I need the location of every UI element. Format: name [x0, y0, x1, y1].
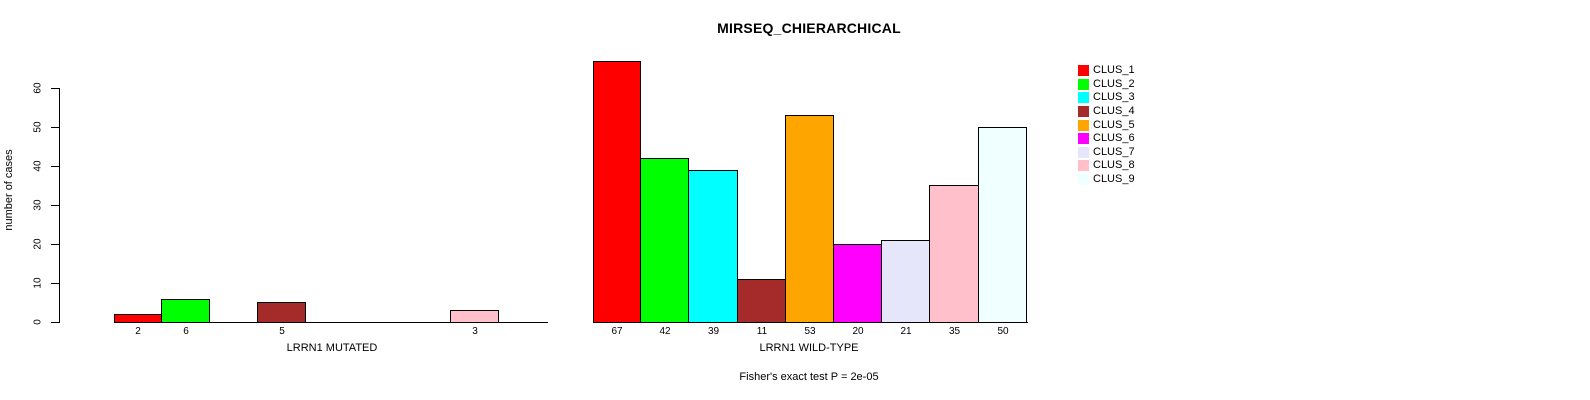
legend-label: CLUS_9: [1093, 173, 1135, 186]
legend-swatch-clus_9: [1078, 174, 1089, 186]
x-axis-label-wild-type: LRRN1 WILD-TYPE: [759, 342, 859, 354]
legend-item: CLUS_9: [1078, 173, 1135, 187]
y-axis-label: number of cases: [3, 149, 15, 231]
fisher-test-annotation: Fisher's exact test P = 2e-05: [739, 371, 879, 383]
bar-value-label: 6: [183, 326, 189, 337]
panel-lrrn1-wild-type: 67 42 39 11 53 20 21 35 50: [593, 0, 1028, 400]
legend-swatch-clus_1: [1078, 65, 1089, 77]
bar-clus_2: [161, 299, 210, 322]
legend-item: CLUS_8: [1078, 159, 1135, 173]
bar-clus_4: [737, 279, 786, 322]
legend-label: CLUS_7: [1093, 145, 1135, 158]
y-tick-label: 20: [32, 238, 44, 250]
bar-value-label: 67: [611, 326, 623, 337]
legend-item: CLUS_4: [1078, 105, 1135, 119]
y-tick-label: 50: [32, 121, 44, 133]
y-tick-label: 60: [32, 82, 44, 94]
bar-clus_7: [881, 240, 930, 322]
legend-item: CLUS_6: [1078, 132, 1135, 146]
bar-clus_3: [688, 170, 738, 322]
x-axis-baseline: [114, 322, 548, 323]
bar-value-label: 35: [948, 326, 961, 337]
bar-value-label: 2: [135, 326, 141, 337]
x-axis-label-mutated: LRRN1 MUTATED: [286, 342, 378, 354]
legend-item: CLUS_1: [1078, 64, 1135, 78]
legend-swatch-clus_8: [1078, 160, 1089, 172]
bar-clus_5: [785, 115, 834, 322]
bar-value-label: 50: [997, 326, 1009, 337]
legend-item: CLUS_7: [1078, 146, 1135, 160]
y-axis-tick: [51, 322, 59, 323]
bar-value-label: 39: [707, 326, 720, 337]
bar-clus_1: [114, 314, 162, 322]
bar-clus_8: [450, 310, 499, 322]
bar-value-label: 53: [804, 326, 816, 337]
legend-label: CLUS_6: [1093, 132, 1135, 145]
legend-swatch-clus_4: [1078, 106, 1089, 118]
bar-value-label: 21: [900, 326, 912, 337]
bar-value-label: 11: [756, 326, 768, 337]
legend-item: CLUS_3: [1078, 91, 1135, 105]
legend-label: CLUS_1: [1093, 64, 1135, 77]
bar-clus_6: [833, 244, 882, 322]
legend-swatch-clus_7: [1078, 146, 1089, 158]
bar-value-label: 3: [472, 326, 478, 337]
legend-label: CLUS_2: [1093, 77, 1135, 90]
bar-clus_8: [929, 185, 979, 322]
legend: CLUS_1 CLUS_2 CLUS_3 CLUS_4 CLUS_5 CLUS_6 CLUS…: [1078, 64, 1135, 186]
y-axis-line: [59, 88, 60, 323]
legend-swatch-clus_3: [1078, 92, 1089, 104]
y-axis-tick: [51, 205, 59, 206]
legend-swatch-clus_5: [1078, 119, 1089, 131]
legend-item: CLUS_2: [1078, 78, 1135, 92]
legend-label: CLUS_4: [1093, 105, 1135, 118]
y-tick-label: 30: [32, 199, 44, 211]
y-axis-tick: [51, 283, 59, 284]
bar-clus_4: [257, 302, 306, 322]
y-tick-label: 40: [32, 160, 44, 172]
legend-label: CLUS_8: [1093, 159, 1135, 172]
y-axis-tick: [51, 244, 59, 245]
bar-value-label: 42: [659, 326, 671, 337]
legend-label: CLUS_5: [1093, 118, 1135, 131]
legend-item: CLUS_5: [1078, 118, 1135, 132]
bar-clus_1: [593, 61, 641, 322]
y-tick-label: 10: [32, 277, 44, 289]
legend-swatch-clus_6: [1078, 133, 1089, 145]
bar-value-label: 5: [279, 326, 285, 337]
y-axis-tick: [51, 127, 59, 128]
y-axis-tick: [51, 166, 59, 167]
legend-label: CLUS_3: [1093, 91, 1135, 104]
chart-title: MIRSEQ_CHIERARCHICAL: [717, 20, 901, 36]
legend-swatch-clus_2: [1078, 78, 1089, 90]
bar-clus_9: [978, 127, 1027, 322]
y-axis-tick: [51, 88, 59, 89]
x-axis-baseline: [593, 322, 1028, 323]
y-tick-label: 0: [32, 319, 44, 325]
bar-clus_2: [640, 158, 689, 322]
bar-value-label: 20: [852, 326, 864, 337]
panel-lrrn1-mutated: 2 6 5 3: [114, 0, 548, 400]
